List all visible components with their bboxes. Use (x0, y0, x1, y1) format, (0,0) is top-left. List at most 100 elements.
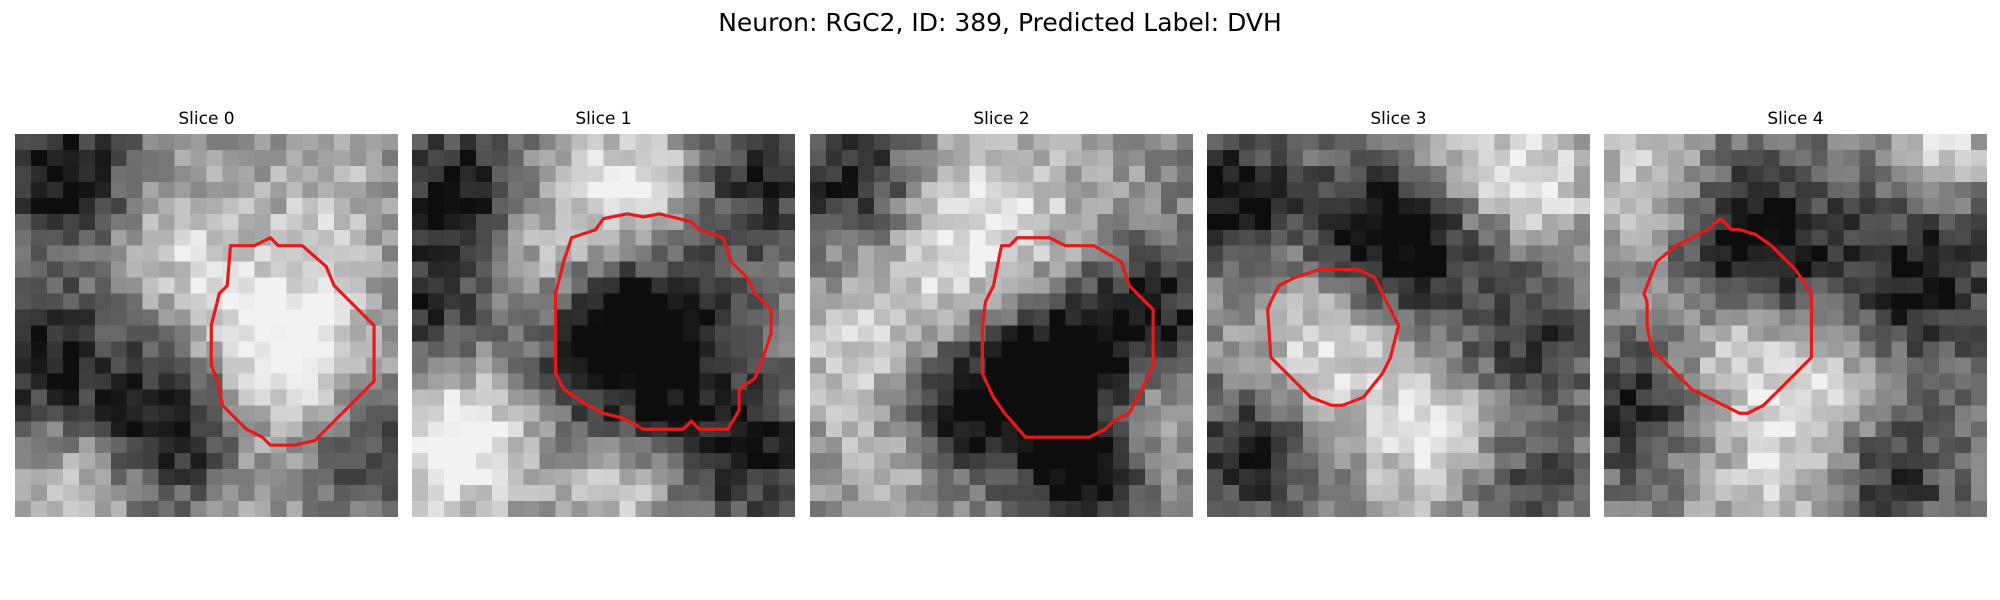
image-pixel (158, 485, 175, 502)
image-pixel (286, 453, 303, 470)
image-pixel (1129, 181, 1146, 199)
image-pixel (1763, 325, 1780, 342)
image-pixel (873, 293, 891, 310)
image-pixel (491, 437, 509, 454)
image-pixel (1763, 357, 1780, 374)
image-pixel (78, 261, 96, 278)
image-pixel (953, 245, 970, 262)
image-pixel (1222, 293, 1240, 310)
image-pixel (1270, 373, 1288, 390)
image-pixel (1238, 261, 1256, 278)
image-pixel (412, 181, 429, 199)
image-pixel (1318, 309, 1335, 326)
image-pixel (779, 357, 795, 374)
image-pixel (1715, 373, 1732, 390)
image-pixel (1939, 373, 1956, 390)
image-pixel (1939, 325, 1956, 342)
image-pixel (1875, 373, 1892, 390)
image-pixel (1286, 229, 1304, 247)
image-pixel (1302, 405, 1320, 422)
image-pixel (1795, 501, 1812, 517)
image-pixel (810, 341, 827, 358)
image-pixel (1350, 325, 1367, 342)
image-pixel (841, 485, 859, 502)
image-pixel (254, 213, 271, 231)
image-pixel (443, 277, 461, 294)
image-pixel (651, 149, 668, 167)
image-pixel (779, 181, 795, 199)
image-pixel (1302, 485, 1320, 502)
image-pixel (142, 213, 159, 231)
image-pixel (889, 229, 907, 247)
image-pixel (302, 341, 319, 358)
image-pixel (1446, 389, 1463, 406)
image-pixel (1033, 197, 1050, 215)
image-pixel (587, 437, 604, 454)
image-pixel (475, 421, 493, 438)
image-pixel (443, 437, 461, 454)
image-pixel (731, 277, 748, 294)
image-pixel (1939, 437, 1956, 454)
image-pixel (1827, 261, 1844, 278)
image-pixel (1161, 261, 1178, 278)
image-pixel (1955, 373, 1972, 390)
image-pixel (1731, 469, 1748, 486)
image-pixel (1574, 149, 1590, 167)
image-pixel (110, 341, 128, 358)
image-pixel (1129, 485, 1146, 502)
image-pixel (1350, 134, 1367, 151)
image-pixel (366, 453, 383, 470)
image-pixel (905, 421, 923, 438)
image-pixel (412, 325, 429, 342)
image-pixel (382, 437, 398, 454)
image-pixel (1430, 341, 1447, 358)
image-pixel (1207, 277, 1224, 294)
image-pixel (841, 261, 859, 278)
image-pixel (1414, 309, 1431, 326)
image-pixel (1398, 245, 1415, 262)
image-pixel (1238, 453, 1256, 470)
image-pixel (1049, 421, 1066, 438)
image-pixel (1398, 501, 1415, 517)
image-pixel (238, 341, 255, 358)
image-pixel (1334, 405, 1351, 422)
image-pixel (953, 373, 970, 390)
image-pixel (15, 373, 32, 390)
image-pixel (985, 181, 1002, 199)
image-pixel (1779, 197, 1796, 215)
image-pixel (889, 293, 907, 310)
image-pixel (1763, 405, 1780, 422)
image-pixel (318, 325, 335, 342)
image-pixel (1462, 277, 1479, 294)
image-pixel (571, 405, 588, 422)
image-pixel (1049, 437, 1066, 454)
image-pixel (46, 405, 64, 422)
image-pixel (62, 293, 80, 310)
image-pixel (1207, 469, 1224, 486)
image-pixel (1430, 197, 1447, 215)
image-pixel (507, 277, 525, 294)
image-pixel (270, 165, 287, 183)
image-pixel (889, 149, 907, 167)
image-pixel (635, 309, 652, 326)
image-pixel (366, 229, 383, 247)
image-pixel (1955, 277, 1972, 294)
image-pixel (699, 389, 716, 406)
image-pixel (1859, 181, 1876, 199)
image-pixel (1222, 149, 1240, 167)
image-pixel (1827, 181, 1844, 199)
image-pixel (1811, 197, 1828, 215)
image-pixel (1891, 453, 1908, 470)
image-pixel (1558, 341, 1575, 358)
image-pixel (1318, 293, 1335, 310)
image-pixel (571, 293, 588, 310)
image-pixel (603, 261, 620, 278)
image-pixel (731, 501, 748, 517)
image-pixel (1795, 309, 1812, 326)
image-pixel (174, 389, 191, 406)
image-pixel (126, 421, 143, 438)
image-pixel (921, 469, 938, 486)
image-pixel (889, 261, 907, 278)
slice-title: Slice 0 (178, 109, 235, 129)
image-pixel (1667, 341, 1685, 358)
